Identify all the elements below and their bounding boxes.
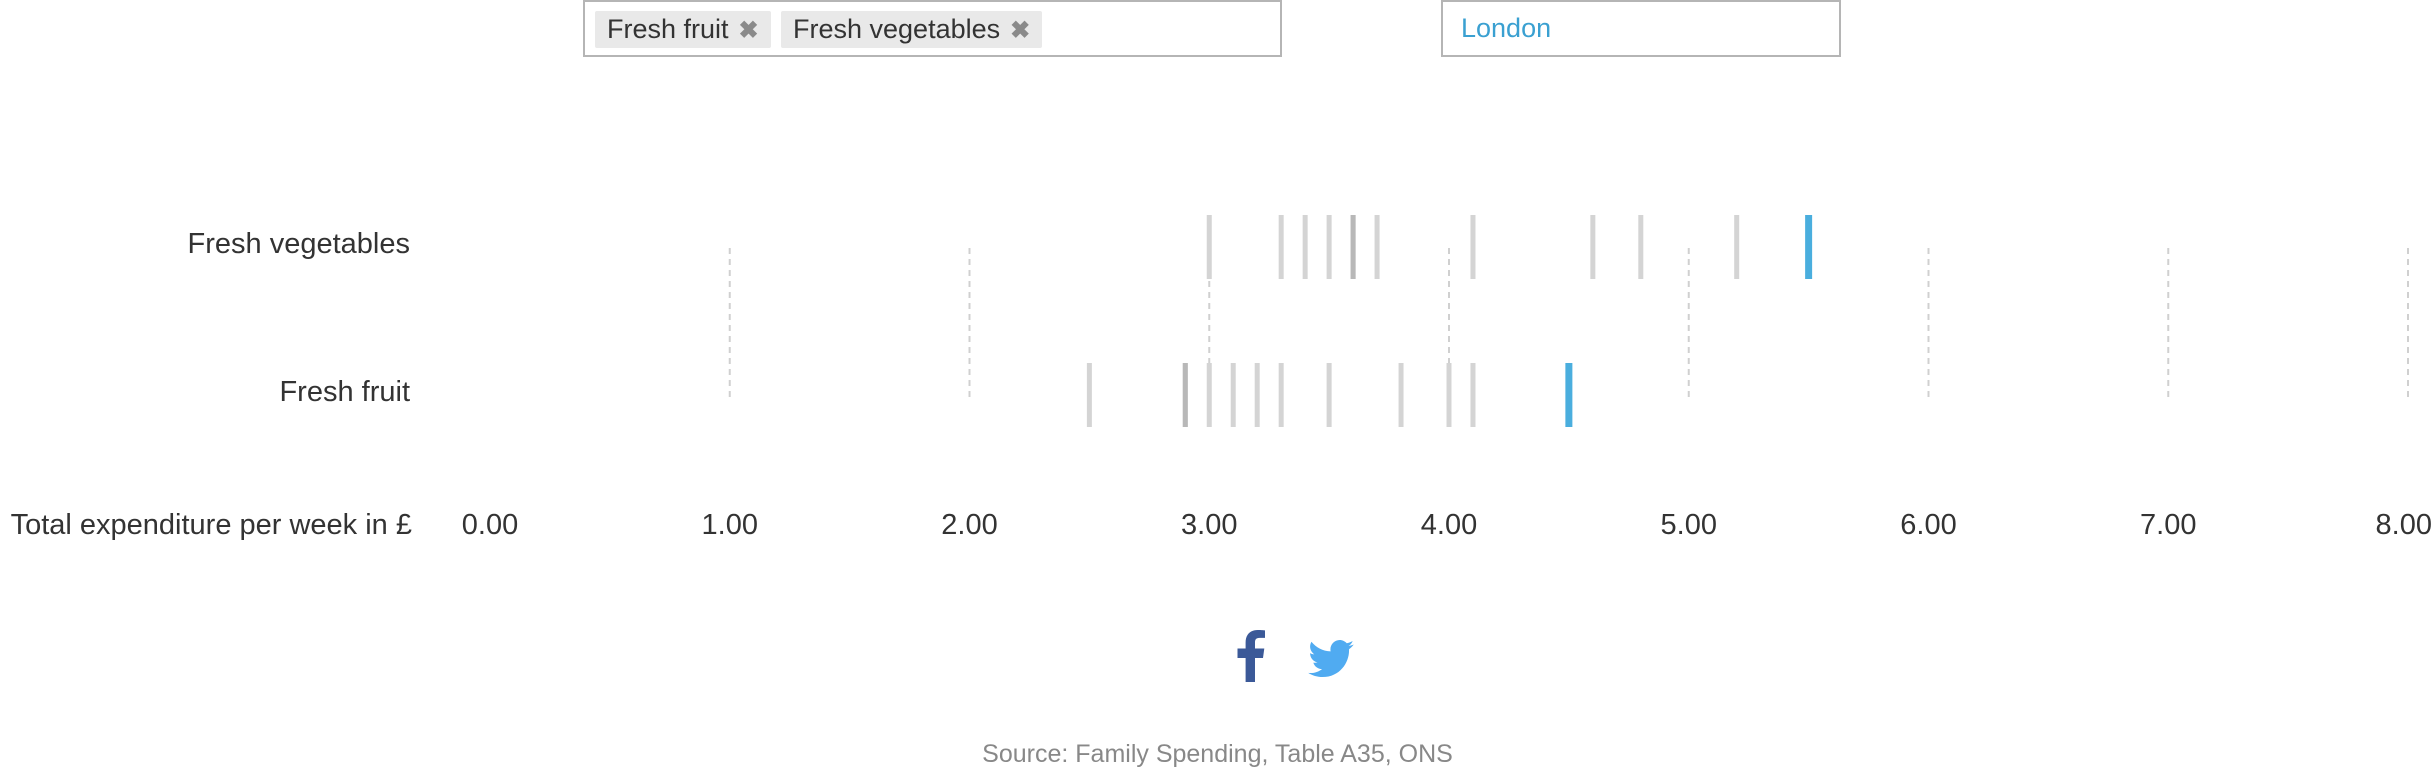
strip-mark[interactable]: [1254, 363, 1260, 427]
facebook-share-button[interactable]: [1236, 630, 1266, 687]
strip-mark[interactable]: [1350, 215, 1356, 279]
x-tick-label: 0.00: [462, 509, 518, 541]
region-value: London: [1461, 13, 1552, 43]
strip-mark[interactable]: [1638, 215, 1644, 279]
row-label-fresh-vegetables: Fresh vegetables: [187, 228, 410, 260]
x-tick-label: 6.00: [1900, 509, 1956, 541]
region-select[interactable]: London: [1441, 0, 1841, 57]
tag-fresh-vegetables[interactable]: Fresh vegetables ✖: [781, 11, 1043, 48]
strip-mark[interactable]: [1590, 215, 1596, 279]
chart-marks: [1086, 215, 1813, 427]
strip-mark-highlight[interactable]: [1805, 215, 1813, 279]
category-select[interactable]: Fresh fruit ✖ Fresh vegetables ✖: [583, 0, 1282, 57]
strip-mark[interactable]: [1398, 363, 1404, 427]
strip-chart: 0.00 1.00 2.00 3.00 4.00 5.00 6.00 7.00 8.00 Tot…: [11, 215, 2432, 541]
x-tick-label: 8.00: [2376, 509, 2432, 541]
x-tick-label: 1.00: [702, 509, 758, 541]
x-tick-label: 3.00: [1181, 509, 1237, 541]
strip-mark[interactable]: [1230, 363, 1236, 427]
strip-mark[interactable]: [1206, 215, 1212, 279]
strip-mark[interactable]: [1182, 363, 1188, 427]
x-tick-label: 7.00: [2140, 509, 2196, 541]
strip-mark[interactable]: [1734, 215, 1740, 279]
strip-mark-highlight[interactable]: [1565, 363, 1573, 427]
source-note: Source: Family Spending, Table A35, ONS: [982, 740, 1453, 768]
strip-mark[interactable]: [1326, 215, 1332, 279]
strip-mark[interactable]: [1302, 215, 1308, 279]
remove-icon[interactable]: ✖: [1010, 17, 1031, 44]
x-axis-ticks: 0.00 1.00 2.00 3.00 4.00 5.00 6.00 7.00 8.00: [462, 509, 2432, 541]
strip-mark[interactable]: [1470, 215, 1476, 279]
strip-mark[interactable]: [1446, 363, 1452, 427]
x-tick-label: 2.00: [941, 509, 997, 541]
strip-mark[interactable]: [1278, 215, 1284, 279]
x-axis-label: Total expenditure per week in £: [11, 509, 412, 541]
strip-mark[interactable]: [1086, 363, 1092, 427]
remove-icon[interactable]: ✖: [738, 17, 759, 44]
strip-mark[interactable]: [1326, 363, 1332, 427]
strip-mark[interactable]: [1470, 363, 1476, 427]
tag-label: Fresh fruit: [607, 14, 729, 44]
x-tick-label: 4.00: [1421, 509, 1477, 541]
tag-label: Fresh vegetables: [793, 14, 1001, 44]
twitter-icon: [1308, 640, 1354, 678]
x-tick-label: 5.00: [1661, 509, 1717, 541]
strip-mark[interactable]: [1374, 215, 1380, 279]
strip-mark[interactable]: [1206, 363, 1212, 427]
row-label-fresh-fruit: Fresh fruit: [279, 376, 410, 408]
strip-mark[interactable]: [1278, 363, 1284, 427]
facebook-icon: [1237, 630, 1265, 682]
twitter-share-button[interactable]: [1308, 640, 1354, 683]
tag-fresh-fruit[interactable]: Fresh fruit ✖: [595, 11, 771, 48]
